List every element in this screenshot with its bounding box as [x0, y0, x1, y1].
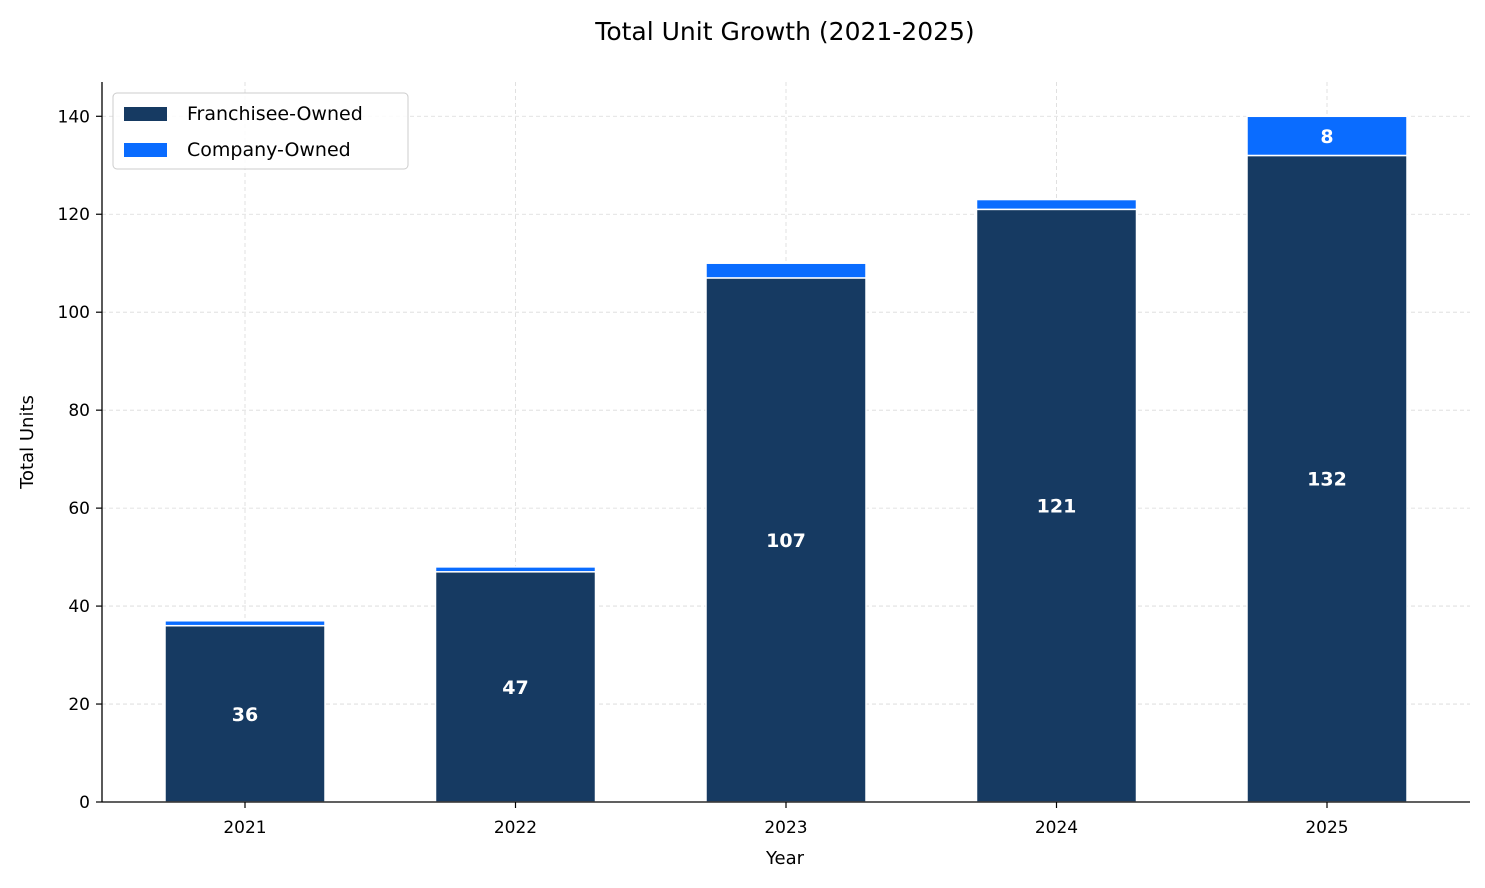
- bar-company-2021: [164, 620, 326, 627]
- y-axis-label: Total Units: [17, 395, 38, 490]
- data-label-company-2025: 8: [1320, 126, 1333, 148]
- bar-franchisee-2025: [1246, 154, 1408, 803]
- legend: Franchisee-Owned Company-Owned: [112, 92, 409, 170]
- legend-swatch-franchisee: [124, 107, 167, 121]
- bar-franchisee-2023: [705, 277, 867, 803]
- x-tick-label: 2024: [1035, 818, 1078, 838]
- bar-franchisee-2022: [434, 571, 597, 803]
- x-tick-label: 2021: [223, 818, 266, 838]
- y-tick-label: 140: [58, 107, 90, 127]
- data-labels-layer: 36 47 107 121 132 8: [232, 126, 1347, 726]
- y-tick-label: 40: [68, 597, 90, 617]
- x-tick-label: 2025: [1305, 818, 1348, 838]
- data-label-franchisee-2024: 121: [1037, 496, 1077, 518]
- y-tick-label: 120: [58, 205, 90, 225]
- legend-label-company: Company-Owned: [187, 139, 351, 161]
- x-tick-label: 2022: [494, 818, 537, 838]
- bar-company-2025: [1246, 115, 1408, 157]
- x-axis-label: Year: [765, 848, 805, 869]
- bar-company-2023: [705, 262, 867, 279]
- bars-layer: [164, 115, 1408, 803]
- y-tick-label: 100: [58, 303, 90, 323]
- data-label-franchisee-2021: 36: [232, 704, 258, 726]
- y-tick-label: 20: [68, 695, 90, 715]
- chart-title: Total Unit Growth (2021-2025): [594, 17, 974, 46]
- data-label-franchisee-2023: 107: [766, 530, 806, 552]
- y-tick-label: 60: [68, 499, 90, 519]
- data-label-franchisee-2025: 132: [1307, 469, 1347, 491]
- bar-company-2022: [434, 566, 597, 573]
- y-tick-label: 80: [68, 401, 90, 421]
- legend-swatch-company: [124, 143, 167, 157]
- x-tick-label: 2023: [764, 818, 807, 838]
- y-tick-label: 0: [79, 793, 90, 813]
- bar-company-2024: [975, 198, 1138, 211]
- axes: 0 20 40 60 80 100 120 140 2021 2022 2023 2024 2025: [58, 82, 1470, 838]
- data-label-franchisee-2022: 47: [502, 677, 528, 699]
- legend-box: [112, 92, 409, 170]
- legend-label-franchisee: Franchisee-Owned: [187, 103, 363, 125]
